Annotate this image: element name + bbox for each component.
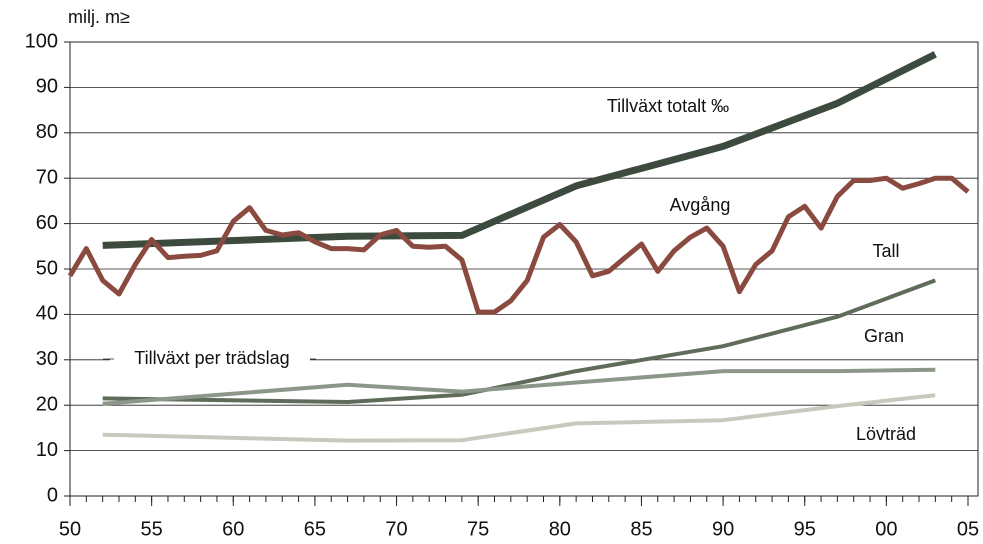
series-line: [102, 51, 937, 249]
y-tick-label: 0: [47, 484, 58, 506]
x-tick-label: 75: [467, 518, 489, 540]
x-tick-label: 90: [712, 518, 734, 540]
annotation-bg: [114, 348, 310, 370]
y-tick-label: 50: [36, 257, 58, 279]
series-label: Tillväxt totalt ‰: [607, 96, 729, 116]
x-tick-label: 80: [549, 518, 571, 540]
y-tick-label: 30: [36, 348, 58, 370]
y-tick-label: 100: [25, 30, 58, 52]
x-tick-label: 05: [957, 518, 979, 540]
y-tick-label: 90: [36, 76, 58, 98]
series-line: [102, 393, 936, 443]
y-tick-label: 20: [36, 393, 58, 415]
x-tick-label: 65: [304, 518, 326, 540]
series-label: Gran: [864, 326, 904, 346]
y-tick-label: 60: [36, 212, 58, 234]
x-tick-label: 60: [222, 518, 244, 540]
y-tick-label: 70: [36, 166, 58, 188]
y-tick-label: 10: [36, 439, 58, 461]
series-label: Tall: [872, 241, 899, 261]
x-tick-label: 95: [794, 518, 816, 540]
series-line: [67, 175, 970, 315]
x-tick-label: 85: [630, 518, 652, 540]
y-tick-label: 40: [36, 303, 58, 325]
annotation: Tillväxt per trädslag: [134, 348, 289, 368]
series-label: Lövträd: [856, 424, 916, 444]
x-tick-label: 50: [59, 518, 81, 540]
y-axis-label: milj. m≥: [68, 7, 130, 27]
x-tick-label: 70: [385, 518, 407, 540]
series-line: [102, 367, 936, 406]
x-tick-label: 55: [141, 518, 163, 540]
series-label: Avgång: [670, 195, 731, 215]
series-line: [102, 278, 936, 404]
y-tick-label: 80: [36, 121, 58, 143]
x-tick-label: 00: [875, 518, 897, 540]
